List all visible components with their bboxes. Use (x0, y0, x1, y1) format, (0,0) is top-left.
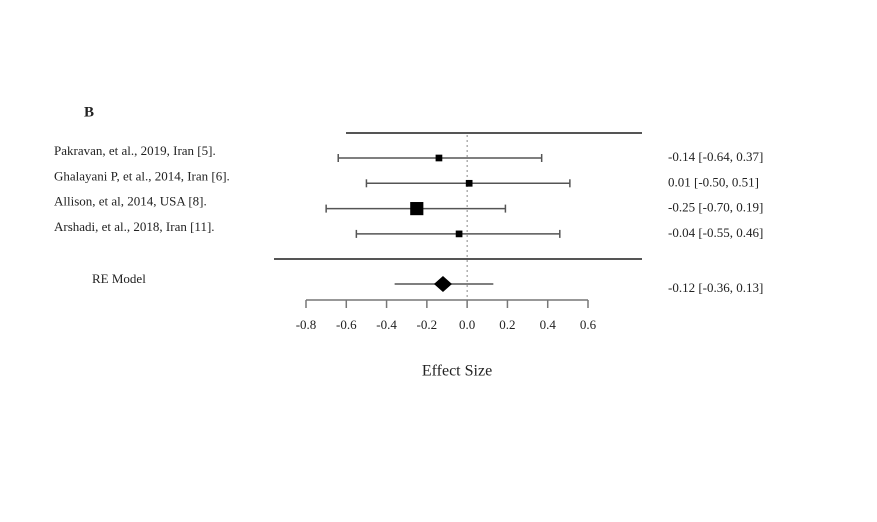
x-tick-label: 0.6 (580, 317, 597, 332)
x-tick-label: -0.2 (417, 317, 438, 332)
study-label: Arshadi, et al., 2018, Iran [11]. (54, 219, 215, 234)
summary-estimate-label: -0.12 [-0.36, 0.13] (668, 280, 763, 295)
panel-label: B (84, 104, 94, 120)
summary-diamond (433, 276, 452, 292)
x-tick-label: -0.4 (376, 317, 397, 332)
estimate-label: 0.01 [-0.50, 0.51] (668, 174, 759, 189)
point-estimate (435, 154, 443, 162)
x-tick-label: 0.2 (499, 317, 515, 332)
estimate-label: -0.14 [-0.64, 0.37] (668, 149, 763, 164)
summary-label: RE Model (92, 271, 146, 286)
x-tick-label: 0.4 (540, 317, 557, 332)
estimate-label: -0.04 [-0.55, 0.46] (668, 225, 763, 240)
x-tick-label: -0.8 (296, 317, 317, 332)
x-tick-label: -0.6 (336, 317, 357, 332)
point-estimate (410, 202, 424, 216)
study-label: Allison, et al, 2014, USA [8]. (54, 194, 207, 209)
study-label: Ghalayani P, et al., 2014, Iran [6]. (54, 168, 230, 183)
point-estimate (465, 179, 473, 187)
x-tick-label: 0.0 (459, 317, 475, 332)
x-axis-label: Effect Size (422, 363, 492, 380)
study-label: Pakravan, et al., 2019, Iran [5]. (54, 143, 216, 158)
point-estimate (455, 230, 463, 238)
estimate-label: -0.25 [-0.70, 0.19] (668, 200, 763, 215)
